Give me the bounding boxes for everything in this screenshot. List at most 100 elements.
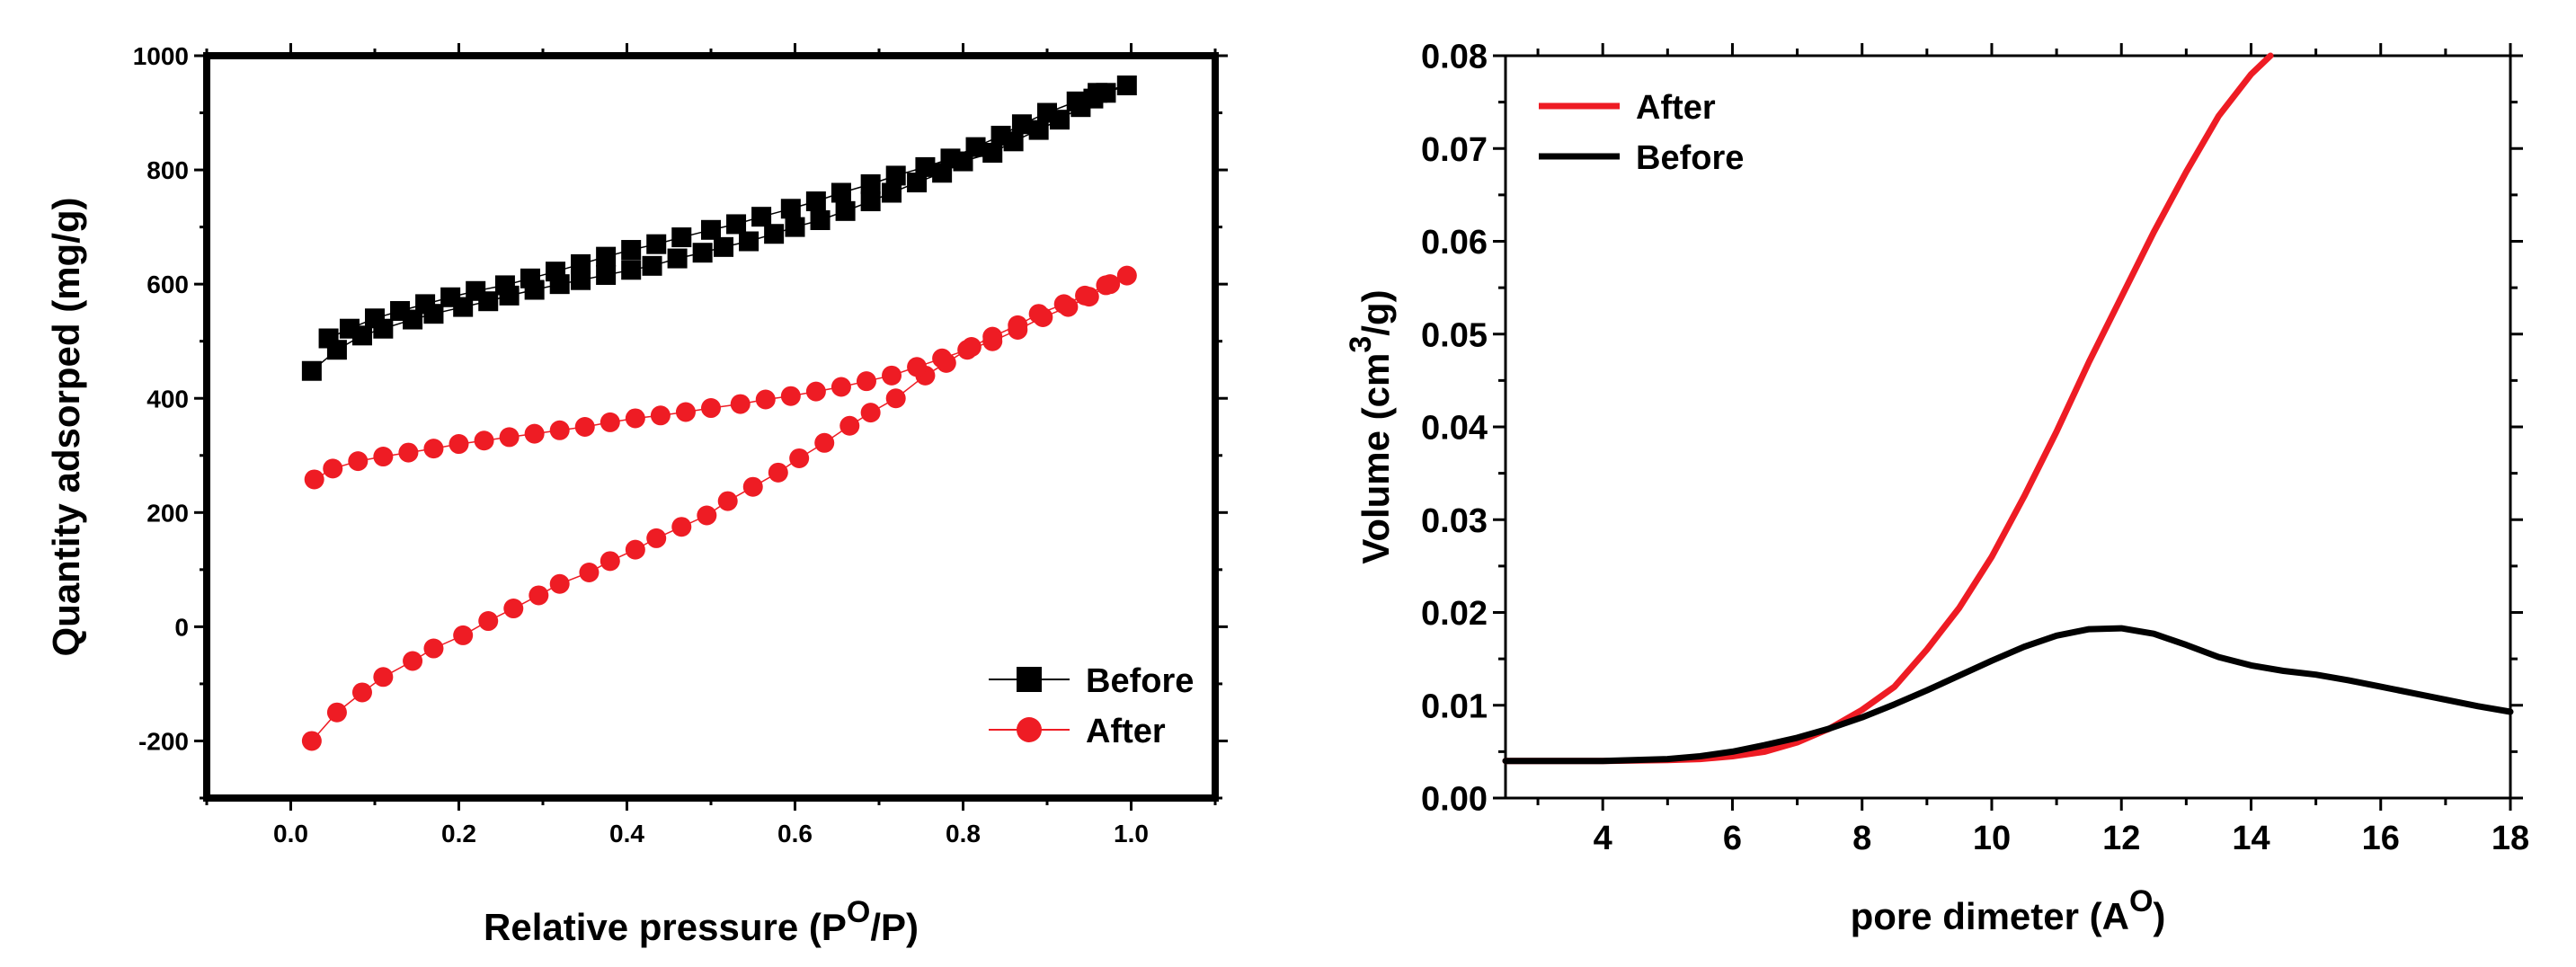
y-tick-label: 0.06: [1421, 224, 1488, 262]
y-tick-label: 800: [147, 156, 189, 184]
data-point-after: [323, 458, 343, 479]
data-point-after: [780, 386, 801, 406]
data-point-before: [835, 200, 856, 221]
data-point-before: [739, 231, 759, 252]
data-point-after: [600, 412, 620, 432]
data-point-after: [600, 551, 620, 572]
data-point-after: [1033, 307, 1053, 328]
data-point-before: [1011, 114, 1032, 135]
data-point-after: [907, 357, 928, 377]
data-point-after: [503, 599, 524, 619]
data-point-after: [403, 651, 423, 671]
pore-size-ylabel-sup: 3: [1344, 336, 1378, 353]
data-point-after: [423, 638, 444, 659]
data-point-before: [764, 224, 785, 244]
data-point-after: [579, 563, 600, 583]
data-point-after: [671, 517, 692, 537]
data-point-before: [596, 246, 617, 267]
data-point-after: [885, 388, 906, 409]
data-point-after: [814, 432, 835, 453]
y-tick-label: 400: [147, 385, 189, 413]
data-point-after: [423, 439, 444, 459]
data-point-before: [390, 301, 411, 322]
adsorption-xlabel-prefix: Relative pressure (P: [484, 906, 847, 948]
data-point-before: [1088, 83, 1108, 103]
adsorption-xlabel-sup: O: [847, 895, 870, 929]
data-point-before: [882, 182, 902, 203]
data-point-before: [885, 165, 906, 186]
x-tick-label: 0.0: [273, 820, 308, 847]
adsorption-ylabel: Quantity adsorped (mg/g): [45, 197, 87, 656]
data-point-after: [1079, 287, 1099, 307]
data-point-after: [625, 408, 645, 429]
data-point-after: [499, 427, 520, 448]
data-point-before: [1028, 120, 1049, 140]
data-point-after: [348, 451, 369, 472]
data-point-after: [478, 611, 499, 632]
data-point-before: [571, 253, 591, 274]
data-point-after: [453, 625, 474, 645]
data-point-before: [415, 294, 436, 315]
data-point-before: [810, 209, 831, 230]
data-point-after: [549, 573, 570, 594]
pore-size-series: [1502, 52, 2514, 765]
data-point-before: [520, 268, 540, 288]
x-tick-label: 18: [2492, 820, 2529, 857]
legend-label-after-2: After: [1636, 89, 1716, 127]
legend-marker-after: [1017, 717, 1042, 742]
y-tick-label: 0.02: [1421, 595, 1488, 633]
legend-label-before-2: Before: [1636, 139, 1744, 177]
data-point-before: [860, 173, 881, 194]
adsorption-chart: 0.0 0.2 0.4 0.6 0.8 1.0-20002004006008001000 …: [45, 42, 1228, 948]
data-point-after: [768, 462, 788, 483]
data-point-after: [398, 442, 419, 463]
data-point-before: [780, 199, 801, 219]
adsorption-tick-labels: 0.0 0.2 0.4 0.6 0.8 1.0 -200 0 200 400 600 800 1000: [133, 42, 1149, 847]
x-tick-label: 4: [1594, 820, 1612, 857]
data-point-after: [474, 430, 494, 451]
data-point-before: [965, 137, 986, 157]
pore-size-ylabel: Volume (cm3/g): [1344, 289, 1397, 563]
pore-size-xlabel-prefix: pore dimeter (A: [1851, 895, 2129, 937]
x-tick-label: 16: [2362, 820, 2400, 857]
y-tick-label: 600: [147, 271, 189, 298]
data-point-before: [805, 191, 826, 212]
data-point-after: [449, 434, 469, 455]
x-tick-label: 0.4: [609, 820, 644, 847]
data-point-before: [301, 360, 322, 381]
y-tick-label: 0.07: [1421, 131, 1488, 169]
y-tick-label: 1000: [133, 42, 189, 70]
data-point-after: [326, 702, 347, 723]
pore-size-ticks: [1493, 43, 2523, 811]
y-tick-label: -200: [138, 728, 189, 756]
data-point-before: [726, 214, 747, 235]
legend-marker-before: [1017, 667, 1042, 692]
data-point-before: [546, 262, 566, 282]
data-point-before: [785, 217, 805, 237]
data-point-after: [1008, 319, 1028, 340]
data-point-before: [596, 264, 617, 285]
pore-size-ylabel-prefix: Volume (cm: [1355, 353, 1397, 564]
pore-size-xlabel: pore dimeter (AO): [1851, 884, 2166, 937]
data-point-after: [304, 469, 324, 490]
data-point-before: [1037, 102, 1057, 123]
y-tick-label: 0.00: [1421, 781, 1488, 819]
data-point-before: [671, 227, 692, 248]
x-tick-label: 0.6: [777, 820, 813, 847]
x-tick-label: 8: [1852, 820, 1871, 857]
data-point-after: [1116, 265, 1137, 286]
y-tick-label: 200: [147, 499, 189, 527]
adsorption-legend: Before After: [989, 662, 1194, 750]
data-point-after: [982, 331, 1003, 351]
data-point-after: [625, 539, 645, 560]
data-point-before: [339, 318, 360, 339]
data-point-before: [466, 280, 486, 301]
data-point-after: [755, 389, 776, 410]
data-point-after: [549, 420, 570, 440]
data-point-before: [621, 260, 642, 280]
data-point-after: [1100, 274, 1121, 295]
data-point-after: [373, 447, 394, 467]
data-point-after: [351, 682, 372, 703]
data-point-after: [675, 402, 696, 422]
